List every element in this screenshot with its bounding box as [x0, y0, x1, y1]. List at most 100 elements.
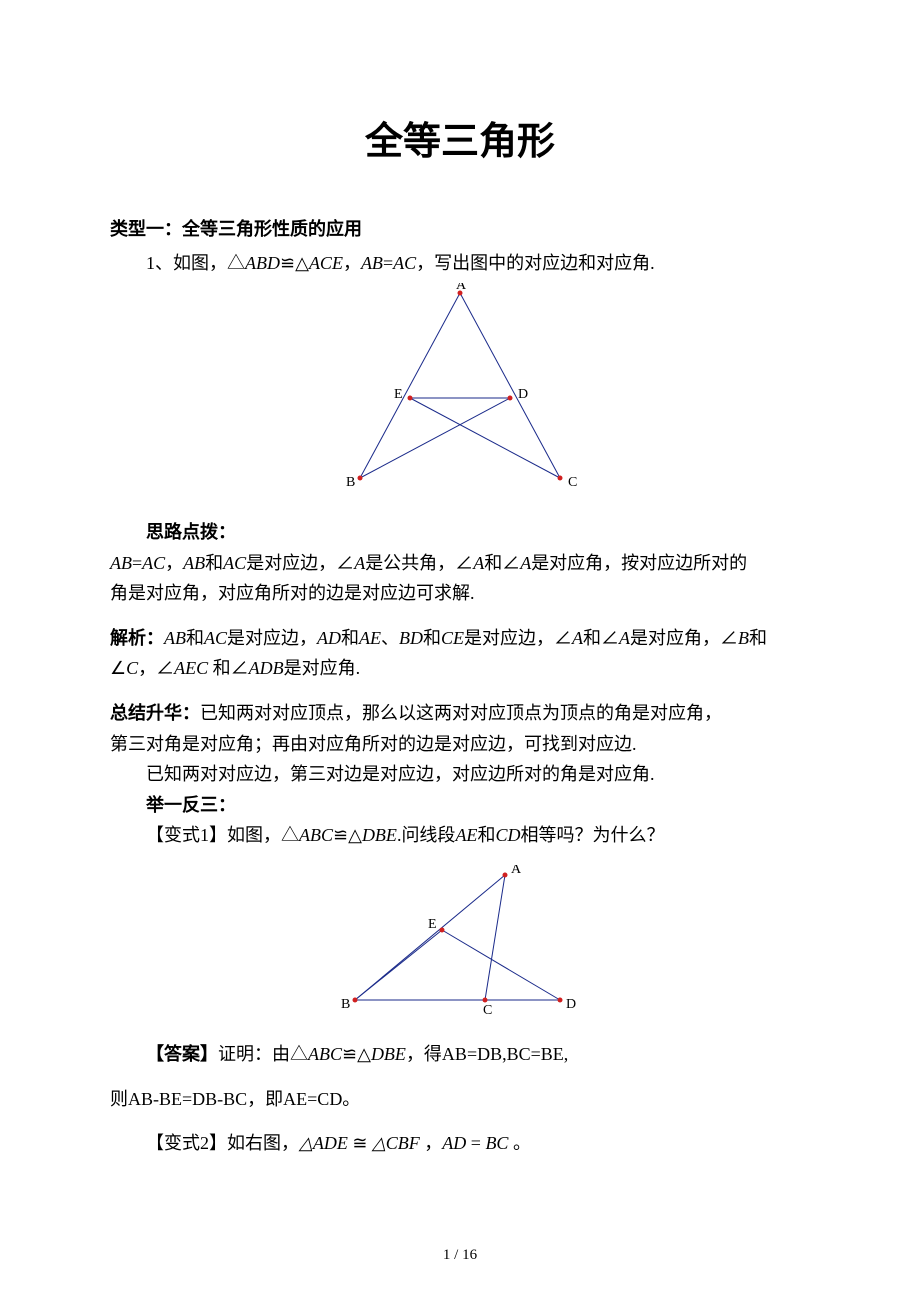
ans-p1: 证明：由△	[218, 1044, 308, 1064]
sv2: 和	[186, 628, 204, 648]
problem-1-text: 1、如图，△ABD≌△ACE，AB=AC，写出图中的对应边和对应角.	[110, 249, 810, 275]
v1-mid: .问线段	[397, 825, 456, 845]
v1-b: DBE	[362, 825, 397, 845]
tk-g: AC	[223, 553, 246, 573]
v1-ae: AE	[455, 825, 477, 845]
sv5: AD	[317, 628, 341, 648]
svg-text:A: A	[511, 865, 522, 877]
sv10: 和	[423, 628, 441, 648]
p1-eqr: AC	[393, 253, 416, 273]
p1-cong: ≌△	[280, 253, 309, 273]
summary-block: 总结升华：已知两对对应顶点，那么以这两对对应顶点为顶点的角是对应角， 第三对角是…	[110, 698, 810, 851]
v2-e1r: △CBF	[372, 1133, 420, 1153]
p1-t1: ABD	[245, 253, 280, 273]
sv12: 是对应边，∠	[464, 628, 572, 648]
v1-and: 和	[477, 825, 495, 845]
tk-a: AB	[110, 553, 132, 573]
sv9: BD	[399, 628, 423, 648]
ans-l2: 则AB-BE=DB-BC，即AE=CD。	[110, 1089, 360, 1109]
sum-l2: 第三对角是对应角；再由对应角所对的边是对应边，可找到对应边.	[110, 734, 637, 754]
sv-l2d: AEC	[174, 658, 208, 678]
tk-k: A	[473, 553, 484, 573]
svg-text:B: B	[346, 475, 355, 490]
svg-text:B: B	[341, 997, 350, 1012]
tk-d: ，	[165, 553, 183, 573]
figure-1: A B C E D	[110, 283, 810, 503]
tk-f: 和	[205, 553, 223, 573]
answer-line2: 则AB-BE=DB-BC，即AE=CD。	[110, 1084, 810, 1115]
v2-dot: 。	[508, 1133, 531, 1153]
page-footer: 1 / 16	[0, 1247, 920, 1264]
sv-l2a: ∠	[110, 658, 126, 678]
tk-h: 是对应边，∠	[246, 553, 354, 573]
variant-1: 【变式1】如图，△ABC≌△DBE.问线段AE和CD相等吗？为什么？	[110, 820, 810, 851]
p1-eql: AB	[361, 253, 383, 273]
tk-m: A	[520, 553, 531, 573]
sv-l2c: ，∠	[138, 658, 174, 678]
svg-text:E: E	[428, 917, 437, 932]
p1-prefix: 1、如图，△	[146, 253, 245, 273]
section-title: 类型一：全等三角形性质的应用	[110, 215, 810, 241]
page-title: 全等三角形	[110, 110, 810, 165]
p1-t2: ACE	[309, 253, 343, 273]
answer-block: 【答案】证明：由△ABC≌△DBE，得AB=DB,BC=BE,	[110, 1039, 810, 1070]
ans-a: ABC	[308, 1044, 342, 1064]
v2-e1l: △ADE	[299, 1133, 348, 1153]
sv4: 是对应边，	[227, 628, 317, 648]
sv18: 和	[749, 628, 767, 648]
solve-label: 解析：	[110, 628, 164, 648]
ans-b: DBE	[371, 1044, 406, 1064]
tk-e: AB	[183, 553, 205, 573]
ans-cong: ≌△	[342, 1044, 371, 1064]
infer-label: 举一反三：	[146, 795, 236, 815]
v1-cong: ≌△	[333, 825, 362, 845]
sv6: 和	[341, 628, 359, 648]
sv13: A	[572, 628, 583, 648]
summary-label: 总结升华：	[110, 703, 200, 723]
v1-cd: CD	[495, 825, 520, 845]
svg-text:D: D	[518, 387, 528, 402]
v2-e2m: =	[466, 1133, 485, 1153]
figure-2: ABCDE	[110, 865, 810, 1025]
sv-l2e: 和∠	[208, 658, 249, 678]
svg-text:E: E	[394, 387, 403, 402]
tk-b: =	[132, 553, 142, 573]
sv1: AB	[164, 628, 186, 648]
tk-n: 是对应角，按对应边所对的	[531, 553, 747, 573]
v2-label: 【变式2】如右图，	[146, 1133, 299, 1153]
svg-text:D: D	[566, 997, 576, 1012]
figure-1-svg: A B C E D	[340, 283, 580, 498]
sum-l1: 已知两对对应顶点，那么以这两对对应顶点为顶点的角是对应角，	[200, 703, 722, 723]
tk-j: 是公共角，∠	[365, 553, 473, 573]
svg-text:A: A	[456, 283, 467, 293]
p1-tail: ，写出图中的对应边和对应角.	[416, 253, 655, 273]
sv-l2g: 是对应角.	[284, 658, 361, 678]
v2-e2l: AD	[442, 1133, 466, 1153]
sv11: CE	[441, 628, 464, 648]
sv3: AC	[204, 628, 227, 648]
v1-a: ABC	[299, 825, 333, 845]
sum-l3: 已知两对对应边，第三对边是对应边，对应边所对的角是对应角.	[146, 764, 655, 784]
tk-p2: 角是对应角，对应角所对的边是对应边可求解.	[110, 583, 475, 603]
variant-2: 【变式2】如右图，△ADE ≅ △CBF ，AD = BC 。	[110, 1128, 810, 1159]
v2-e1m: ≅	[348, 1133, 372, 1153]
sv15: A	[619, 628, 630, 648]
p1-eqeq: =	[383, 253, 393, 273]
sv-l2f: ADB	[249, 658, 284, 678]
sv8: 、	[381, 628, 399, 648]
think-label: 思路点拨：	[146, 522, 236, 542]
answer-label: 【答案】	[146, 1044, 218, 1064]
sv17: B	[738, 628, 749, 648]
figure-2-svg: ABCDE	[335, 865, 585, 1020]
v1-tail: 相等吗？为什么？	[520, 825, 664, 845]
solve-block: 解析：AB和AC是对应边，AD和AE、BD和CE是对应边，∠A和∠A是对应角，∠…	[110, 623, 810, 684]
think-block: 思路点拨： AB=AC，AB和AC是对应边，∠A是公共角，∠A和∠A是对应角，按…	[110, 517, 810, 609]
sv14: 和∠	[583, 628, 619, 648]
v2-e2r: BC	[485, 1133, 508, 1153]
tk-i: A	[354, 553, 365, 573]
ans-p2: ，得AB=DB,BC=BE,	[406, 1044, 568, 1064]
svg-text:C: C	[568, 475, 577, 490]
sv-l2b: C	[126, 658, 138, 678]
sv16: 是对应角，∠	[630, 628, 738, 648]
sv7: AE	[359, 628, 381, 648]
